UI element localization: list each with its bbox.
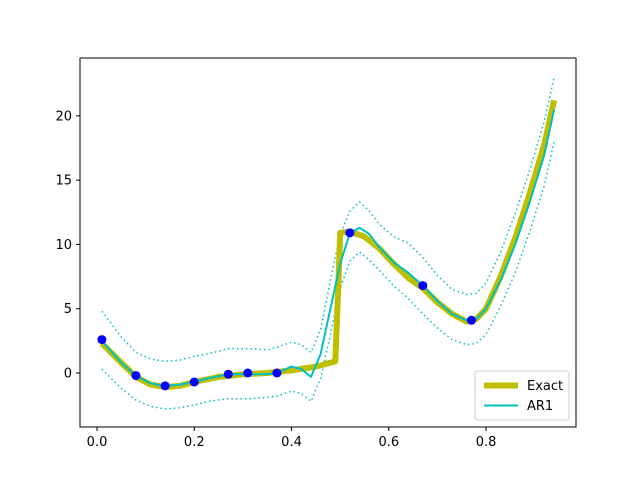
lower-bound-line xyxy=(101,141,555,410)
y-axis: 0 5 10 15 20 xyxy=(55,109,80,382)
legend-label-exact: Exact xyxy=(527,379,563,394)
axes-frame xyxy=(79,57,577,428)
x-tick-label: 0.2 xyxy=(184,435,205,450)
y-tick-label: 10 xyxy=(55,238,72,253)
y-tick-label: 5 xyxy=(64,302,72,317)
y-tick-label: 0 xyxy=(64,367,72,382)
data-point xyxy=(97,335,107,345)
exact-line xyxy=(99,99,558,391)
x-tick-label: 0.4 xyxy=(281,435,302,450)
data-point xyxy=(189,377,199,387)
data-point xyxy=(345,228,355,238)
x-axis: 0.0 0.2 0.4 0.6 0.8 xyxy=(87,427,497,450)
ar1-line xyxy=(101,109,556,387)
legend-label-ar1: AR1 xyxy=(527,399,553,414)
x-tick-label: 0.0 xyxy=(87,435,108,450)
data-point xyxy=(160,381,170,391)
legend: Exact AR1 xyxy=(474,370,570,421)
x-tick-label: 0.8 xyxy=(476,435,497,450)
data-point xyxy=(466,315,476,325)
data-point xyxy=(131,371,141,381)
data-point xyxy=(243,368,253,378)
data-point xyxy=(272,368,282,378)
y-tick-label: 20 xyxy=(55,109,72,124)
data-point xyxy=(223,369,233,379)
data-point xyxy=(418,281,428,291)
plot-layer xyxy=(97,77,558,410)
y-tick-label: 15 xyxy=(55,174,72,189)
upper-bound-line xyxy=(101,77,555,363)
x-tick-label: 0.6 xyxy=(378,435,399,450)
